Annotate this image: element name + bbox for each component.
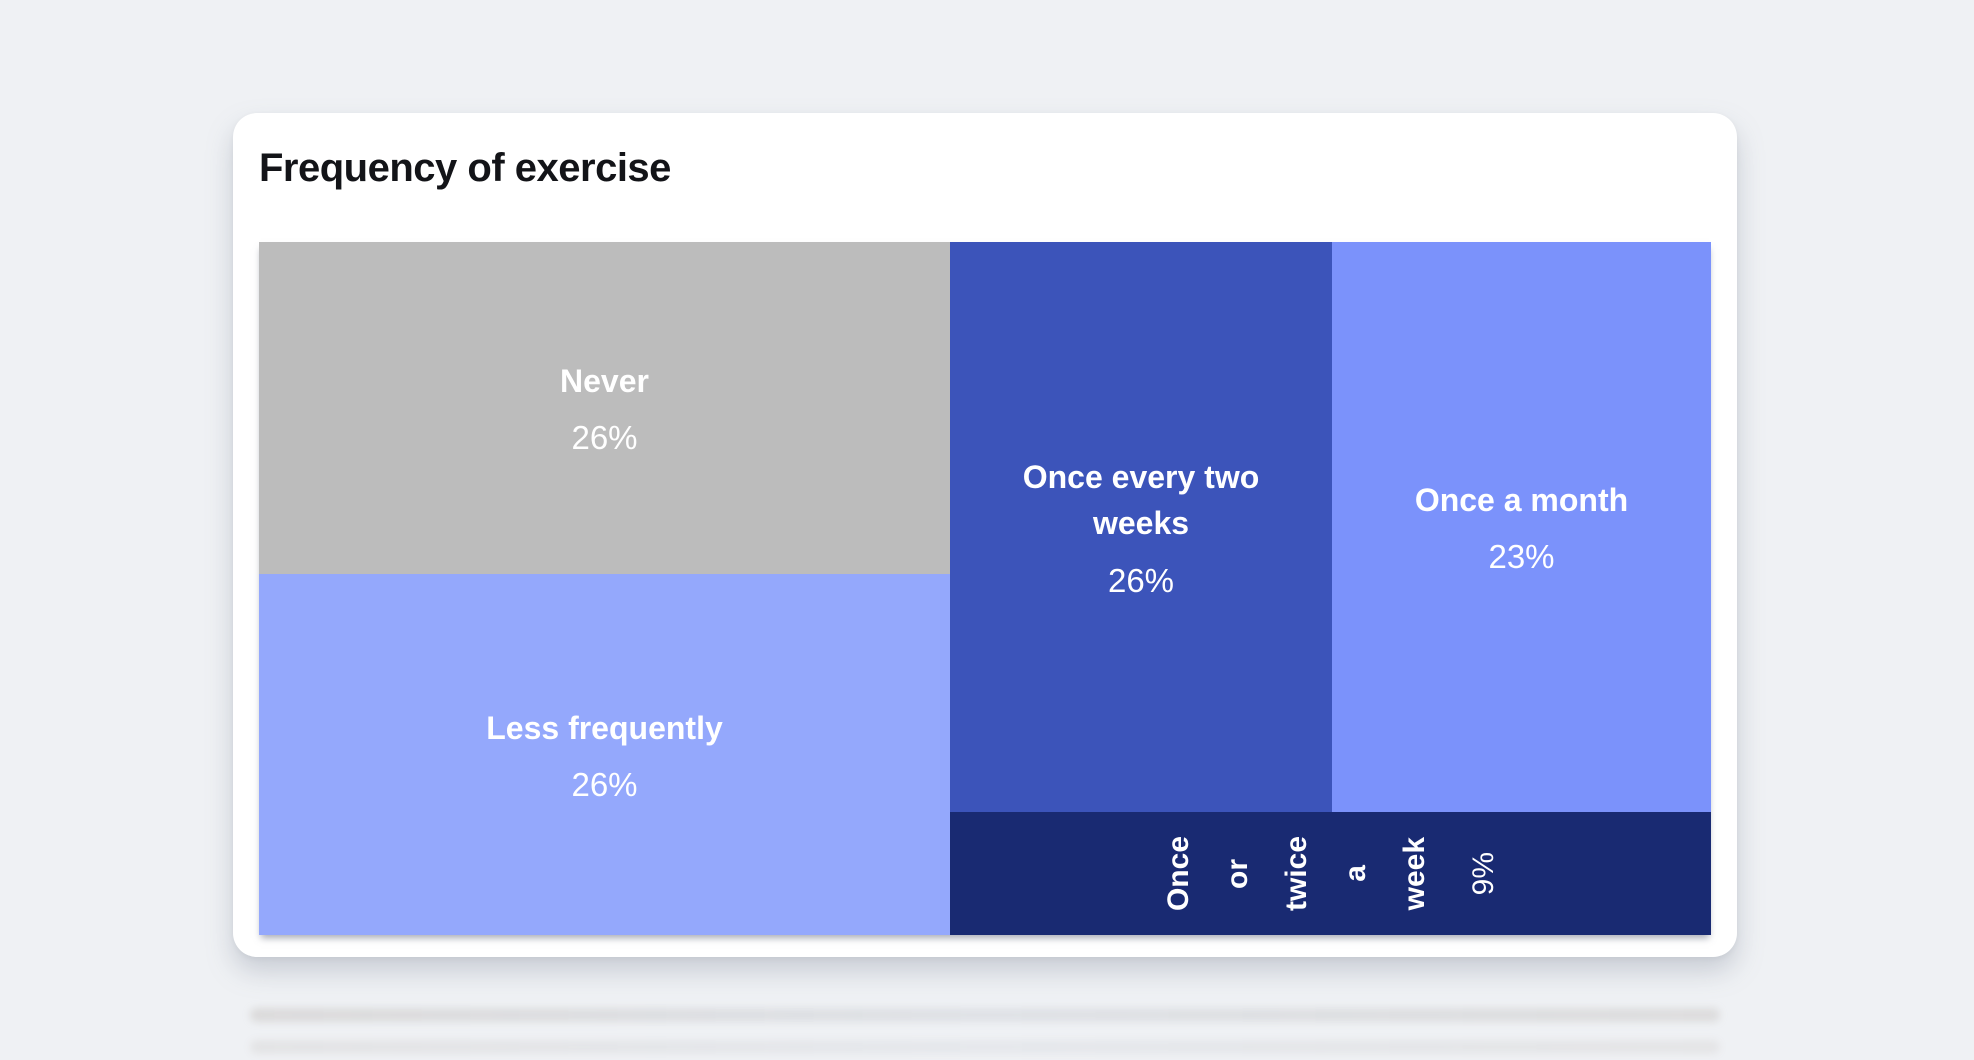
cell-label-less-frequently: Less frequently [486, 709, 723, 746]
cell-label-word-vertical: a [1338, 865, 1372, 882]
chart-title: Frequency of exercise [259, 146, 671, 190]
cell-label-never: Never [560, 363, 649, 399]
treemap: Never 26% Less frequently 26% Once every… [259, 242, 1711, 935]
treemap-cell-once-a-month[interactable]: Once a month 23% [1332, 242, 1711, 812]
blurred-background-content [250, 1008, 1720, 1022]
treemap-cell-once-every-two-weeks[interactable]: Once every two weeks 26% [950, 242, 1332, 812]
cell-label-word-vertical: or [1220, 858, 1254, 889]
cell-label-once-a-month: Once a month [1414, 482, 1629, 518]
cell-value-once-a-month: 23% [1488, 538, 1555, 576]
cell-label-word-vertical: week [1397, 836, 1431, 911]
cell-value-never: 26% [571, 419, 638, 457]
cell-value-once-every-two-weeks: 26% [1107, 561, 1175, 599]
treemap-cell-never[interactable]: Never 26% [259, 242, 950, 574]
treemap-left-column: Never 26% Less frequently 26% [259, 242, 950, 935]
blurred-background-content [250, 1040, 1720, 1054]
cell-label-word-vertical: Once [1161, 835, 1195, 912]
chart-card: Frequency of exercise Never 26% Less fre… [233, 113, 1737, 957]
treemap-right-top-row: Once every two weeks 26% Once a month 23… [950, 242, 1711, 812]
cell-value-less-frequently: 26% [571, 765, 638, 803]
treemap-cell-once-or-twice-a-week[interactable]: Once or twice a week 9% [950, 812, 1711, 935]
cell-label-word-vertical: twice [1279, 835, 1313, 912]
cell-label-once-every-two-weeks: Once every two weeks [1022, 458, 1260, 542]
treemap-right-column: Once every two weeks 26% Once a month 23… [950, 242, 1711, 935]
treemap-cell-less-frequently[interactable]: Less frequently 26% [259, 574, 950, 935]
cell-value-once-or-twice-a-week: 9% [1466, 851, 1500, 896]
